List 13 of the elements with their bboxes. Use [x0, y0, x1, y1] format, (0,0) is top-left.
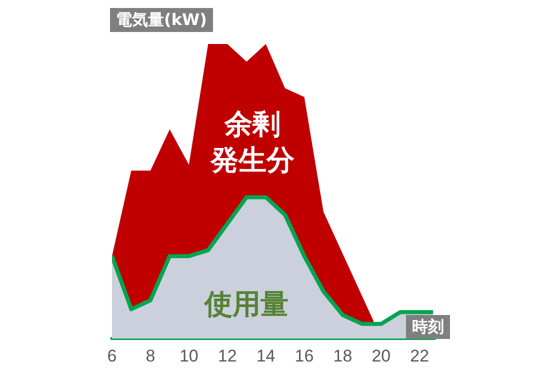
x-tick-label: 8 — [146, 346, 156, 366]
x-tick-label: 12 — [218, 346, 237, 366]
annotation: 使用量 — [204, 287, 289, 320]
x-tick-label: 14 — [256, 346, 276, 366]
x-axis-title: 時刻 — [406, 315, 450, 339]
x-tick-label: 18 — [333, 346, 352, 366]
y-axis-title: 電気量(kW) — [110, 8, 213, 32]
x-tick-label: 6 — [107, 346, 117, 366]
annotation: 余剰発生分 — [209, 107, 296, 176]
x-tick-label: 22 — [410, 346, 430, 366]
x-tick-label: 10 — [179, 346, 198, 366]
x-tick-label: 20 — [372, 346, 391, 366]
x-tick-label: 16 — [294, 346, 314, 366]
